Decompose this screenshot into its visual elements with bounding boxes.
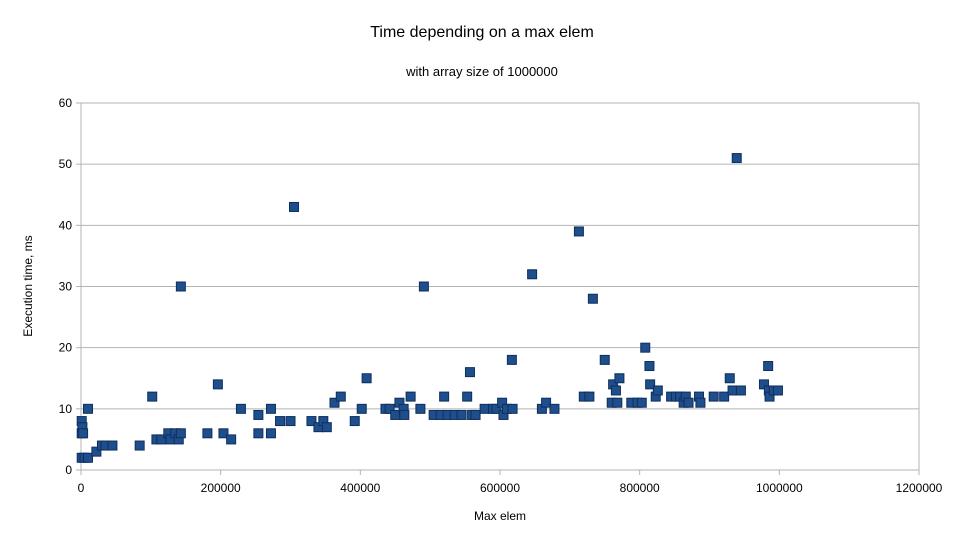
data-point [719, 391, 730, 402]
x-tick-label: 800000 [620, 481, 660, 495]
data-point [78, 428, 89, 439]
data-point [599, 354, 610, 365]
data-point [610, 385, 621, 396]
data-point [288, 201, 299, 212]
data-point [107, 440, 118, 451]
data-point [645, 379, 656, 390]
data-point [321, 422, 332, 433]
data-point [253, 409, 264, 420]
data-point [727, 385, 738, 396]
data-point [731, 153, 742, 164]
data-point [470, 409, 481, 420]
data-point [147, 391, 158, 402]
data-point [439, 391, 450, 402]
data-point [724, 373, 735, 384]
data-point [612, 397, 623, 408]
y-tick-label: 40 [59, 218, 73, 232]
x-tick-label: 200000 [201, 481, 241, 495]
data-point [695, 397, 706, 408]
data-point [507, 403, 518, 414]
y-tick-label: 20 [59, 341, 73, 355]
x-tick-label: 0 [78, 481, 85, 495]
data-point [479, 403, 490, 414]
data-point [218, 428, 229, 439]
data-point [587, 293, 598, 304]
data-point [212, 379, 223, 390]
data-point [527, 269, 538, 280]
data-point [175, 281, 186, 292]
data-point [549, 403, 560, 414]
data-point [82, 452, 93, 463]
x-tick-label: 600000 [480, 481, 520, 495]
x-axis-title: Max elem [474, 509, 526, 523]
data-point [462, 391, 473, 402]
chart-title: Time depending on a max elem [370, 24, 594, 41]
tick-labels: 0 10 20 30 40 50 60 0 200000 400000 600000 800000 10… [59, 96, 943, 495]
data-points [76, 153, 783, 463]
data-point [541, 397, 552, 408]
data-point [644, 361, 655, 372]
data-point [175, 428, 186, 439]
data-point [361, 373, 372, 384]
y-tick-label: 60 [59, 96, 73, 110]
data-point [275, 416, 286, 427]
data-point [356, 403, 367, 414]
data-point [405, 391, 416, 402]
y-tick-label: 30 [59, 280, 73, 294]
data-point [285, 416, 296, 427]
data-point [456, 409, 467, 420]
data-point [506, 354, 517, 365]
data-point [491, 403, 502, 414]
data-point [735, 385, 746, 396]
data-point [91, 446, 102, 457]
data-point [134, 440, 145, 451]
data-point [349, 416, 360, 427]
data-point [202, 428, 213, 439]
data-point [772, 385, 783, 396]
x-tick-label: 1000000 [756, 481, 803, 495]
data-point [573, 226, 584, 237]
data-point [226, 434, 237, 445]
data-point [652, 385, 663, 396]
data-point [415, 403, 426, 414]
x-tick-label: 400000 [340, 481, 380, 495]
data-point [418, 281, 429, 292]
chart-subtitle: with array size of 1000000 [405, 64, 558, 79]
data-point [763, 361, 774, 372]
data-point [235, 403, 246, 414]
data-point [399, 409, 410, 420]
data-point [384, 403, 395, 414]
gridlines [81, 102, 919, 410]
data-point [464, 367, 475, 378]
data-point [614, 373, 625, 384]
axes [76, 102, 920, 475]
data-point [306, 416, 317, 427]
data-point [708, 391, 719, 402]
data-point [390, 409, 401, 420]
data-point [82, 403, 93, 414]
data-point [253, 428, 264, 439]
y-tick-label: 0 [65, 463, 72, 477]
y-tick-label: 10 [59, 402, 73, 416]
data-point [335, 391, 346, 402]
data-point [584, 391, 595, 402]
data-point [265, 403, 276, 414]
y-tick-label: 50 [59, 157, 73, 171]
data-point [636, 397, 647, 408]
data-point [640, 342, 651, 353]
data-point [265, 428, 276, 439]
data-point [683, 397, 694, 408]
data-point [329, 397, 340, 408]
y-axis-title: Execution time, ms [21, 235, 35, 336]
x-tick-label: 1200000 [896, 481, 943, 495]
